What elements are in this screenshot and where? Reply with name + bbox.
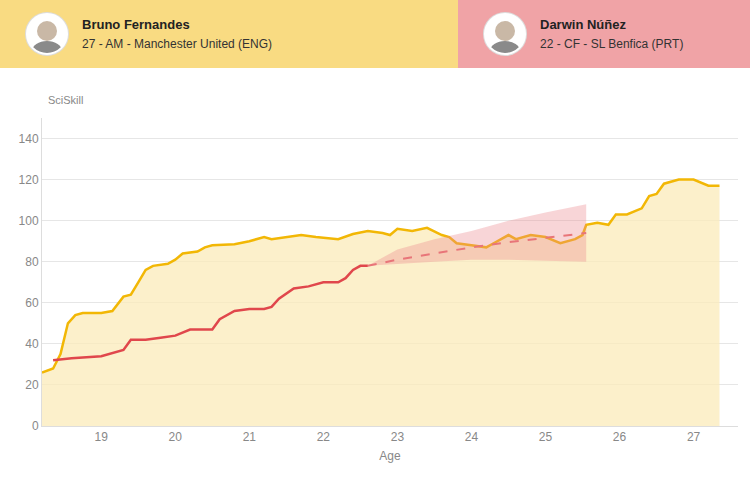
svg-text:20: 20 [25,378,39,392]
html-text:Bruno Fernandes: Bruno Fernandes [82,17,190,32]
svg-text:140: 140 [19,132,39,146]
svg-text:SciSkill: SciSkill [48,94,83,106]
svg-text:27: 27 [687,430,701,444]
svg-text:80: 80 [25,255,39,269]
svg-text:100: 100 [19,214,39,228]
html-text:Darwin Núñez: Darwin Núñez [540,17,626,32]
html-text:27 - AM - Manchester United (E: 27 - AM - Manchester United (ENG) [82,37,273,51]
svg-text:26: 26 [613,430,627,444]
svg-text:25: 25 [539,430,553,444]
svg-text:21: 21 [243,430,257,444]
svg-text:19: 19 [95,430,109,444]
svg-text:40: 40 [25,337,39,351]
svg-text:Age: Age [379,449,401,463]
svg-text:60: 60 [25,296,39,310]
html-text:22 - CF - SL Benfica (PRT): 22 - CF - SL Benfica (PRT) [540,37,684,51]
svg-text:23: 23 [391,430,405,444]
svg-text:24: 24 [465,430,479,444]
svg-text:120: 120 [19,173,39,187]
svg-text:22: 22 [317,430,331,444]
svg-text:0: 0 [32,419,39,433]
svg-text:20: 20 [169,430,183,444]
